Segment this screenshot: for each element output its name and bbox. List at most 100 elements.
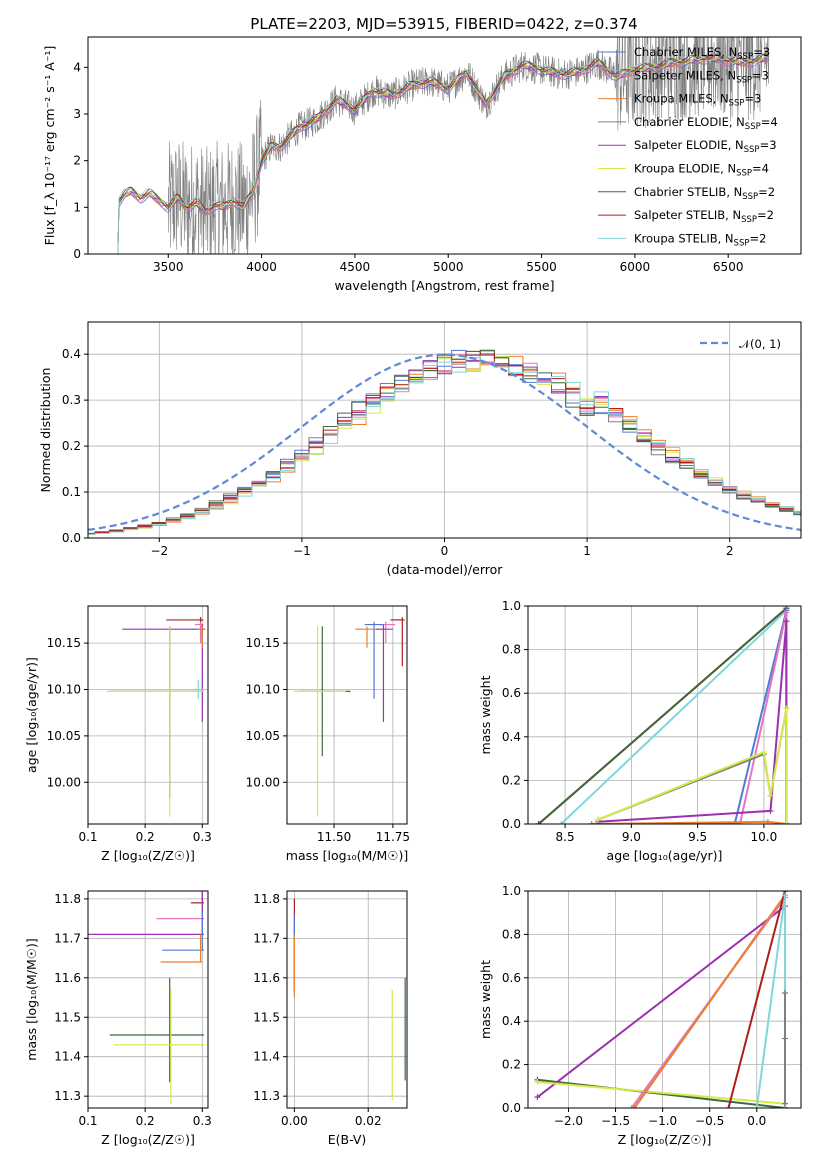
- legend-entry: Chabrier STELIB, NSSP=2: [634, 185, 775, 202]
- x-axis-label: Z [log₁₀(Z/Z☉)]: [101, 1132, 195, 1147]
- x-axis-label: (data-model)/error: [387, 562, 504, 577]
- y-tick-label: 11.3: [253, 1089, 280, 1103]
- x-axis-label: age [log₁₀(age/yr)]: [607, 848, 723, 863]
- normal-reference-curve: [88, 353, 801, 531]
- x-tick-label: −2.0: [554, 1114, 583, 1128]
- y-tick-label: 11.3: [54, 1089, 81, 1103]
- weight-marker: [534, 1094, 541, 1101]
- y-axis-label: mass [log₁₀(M/M☉)]: [24, 938, 39, 1060]
- y-tick-label: 0.2: [502, 1058, 521, 1072]
- y-tick-label: 11.8: [253, 892, 280, 906]
- weight-line: [598, 621, 788, 824]
- y-tick-label: 11.7: [54, 931, 81, 945]
- legend-name: Chabrier STELIB, N: [634, 185, 742, 199]
- weight-marker: [588, 821, 595, 824]
- weight-marker: [558, 821, 565, 824]
- axes-frame: [87, 36, 802, 255]
- x-tick-label: 0.02: [355, 1114, 382, 1128]
- weight-marker: [781, 1100, 788, 1107]
- y-tick-label: 0.8: [502, 643, 521, 657]
- y-tick-label: 0.3: [62, 393, 81, 407]
- mass_vs_Z-panel: 0.1 0.2 0.3 11.3 11.4 11.5 11.6 11.7 11.8 Z [log₁…: [24, 890, 212, 1147]
- legend-name: Chabrier MILES, N: [634, 45, 737, 59]
- model-spectrum-line: [117, 52, 769, 254]
- legend-count: =4: [752, 162, 769, 176]
- age_vs_Z-panel: 0.1 0.2 0.3 10.00 10.05 10.10 10.15 Z [log₁₀(Z/…: [24, 605, 212, 863]
- y-tick-label: 11.8: [54, 892, 81, 906]
- y-tick-label: 10.10: [47, 682, 81, 696]
- x-tick-label: 9.0: [622, 830, 641, 844]
- x-axis-label: wavelength [Angstrom, rest frame]: [334, 278, 554, 293]
- y-tick-label: 0.2: [62, 439, 81, 453]
- weight-line: [560, 608, 788, 824]
- x-tick-label: 11.75: [376, 830, 410, 844]
- y-axis-label: Normed distribution: [38, 368, 53, 493]
- weight-marker: [781, 989, 788, 996]
- weight-marker: [725, 1105, 732, 1108]
- legend-sub: SSP: [744, 145, 760, 155]
- x-tick-label: 0.3: [193, 830, 212, 844]
- y-tick-label: 1.0: [502, 599, 521, 613]
- legend-count: =2: [749, 231, 766, 245]
- legend-sub: SSP: [729, 99, 745, 109]
- weight-marker: [534, 1078, 541, 1085]
- y-tick-label: 10.00: [47, 775, 81, 789]
- legend-name: Salpeter MILES, N: [634, 68, 736, 82]
- y-tick-label: 0.0: [62, 531, 81, 545]
- legend-sub: SSP: [741, 215, 757, 225]
- age_vs_mass-plot-area: [294, 617, 405, 817]
- weight-marker: [631, 1105, 638, 1108]
- y-tick-label: 1: [73, 200, 81, 214]
- x-tick-label: 4000: [246, 260, 277, 274]
- y-tick-label: 11.5: [54, 1010, 81, 1024]
- y-tick-label: 11.5: [253, 1010, 280, 1024]
- legend-name: Kroupa STELIB, N: [634, 231, 734, 245]
- weight-marker: [781, 892, 788, 899]
- x-axis-label: E(B-V): [328, 1132, 367, 1147]
- x-tick-label: 6000: [620, 260, 651, 274]
- y-tick-label: 10.15: [47, 636, 81, 650]
- y-tick-label: 0.1: [62, 485, 81, 499]
- x-tick-label: −1: [293, 544, 311, 558]
- x-axis-label: Z [log₁₀(Z/Z☉)]: [618, 1132, 712, 1147]
- x-tick-label: 4500: [340, 260, 371, 274]
- x-tick-label: 0.0: [747, 1114, 766, 1128]
- y-tick-label: 1.0: [502, 884, 521, 898]
- x-tick-label: 6500: [713, 260, 744, 274]
- y-tick-label: 0.4: [502, 730, 521, 744]
- y-tick-label: 4: [73, 60, 81, 74]
- weight-marker: [783, 618, 790, 625]
- legend-entry: Salpeter ELODIE, NSSP=3: [634, 138, 777, 155]
- legend-sub: SSP: [745, 122, 761, 132]
- y-tick-label: 10.15: [246, 636, 280, 650]
- y-tick-label: 0.0: [502, 817, 521, 831]
- legend-entry: Chabrier ELODIE, NSSP=4: [634, 115, 778, 132]
- y-axis-label: mass weight: [478, 675, 493, 754]
- legend-name: Kroupa ELODIE, N: [634, 162, 736, 176]
- weight-marker: [628, 1105, 635, 1108]
- axes-frame: [527, 890, 802, 1109]
- y-axis-label: mass weight: [478, 960, 493, 1039]
- x-axis-label: mass [log₁₀(M/M☉)]: [286, 848, 408, 863]
- residual-histogram: [88, 357, 801, 535]
- age_vs_mass-panel: 11.50 11.75 10.00 10.05 10.10 10.15 mass [log₁…: [246, 605, 410, 863]
- legend-count: =3: [753, 45, 770, 59]
- weight-marker: [781, 1035, 788, 1042]
- weight-marker: [783, 705, 790, 712]
- y-tick-label: 11.4: [54, 1050, 81, 1064]
- legend-name: Kroupa MILES, N: [634, 92, 729, 106]
- legend-entry: 𝒩(0, 1): [739, 337, 781, 351]
- model-spectrum-line: [117, 53, 769, 254]
- x-tick-label: 0.00: [281, 1114, 308, 1128]
- y-axis-label: Flux [f_λ 10⁻¹⁷ erg cm⁻² s⁻¹ A⁻¹]: [42, 46, 57, 246]
- y-tick-label: 3: [73, 107, 81, 121]
- legend-count: =3: [760, 138, 777, 152]
- y-tick-label: 2: [73, 154, 81, 168]
- y-tick-label: 0.4: [502, 1014, 521, 1028]
- x-tick-label: 0: [441, 544, 449, 558]
- legend-entry: Kroupa MILES, NSSP=3: [634, 92, 761, 109]
- mass_vs_ebv-panel: 0.00 0.02 11.3 11.4 11.5 11.6 11.7 11.8 E(B-V): [253, 890, 408, 1147]
- model-spectrum-line: [117, 57, 769, 254]
- spectrum-plot-area: [117, 37, 770, 254]
